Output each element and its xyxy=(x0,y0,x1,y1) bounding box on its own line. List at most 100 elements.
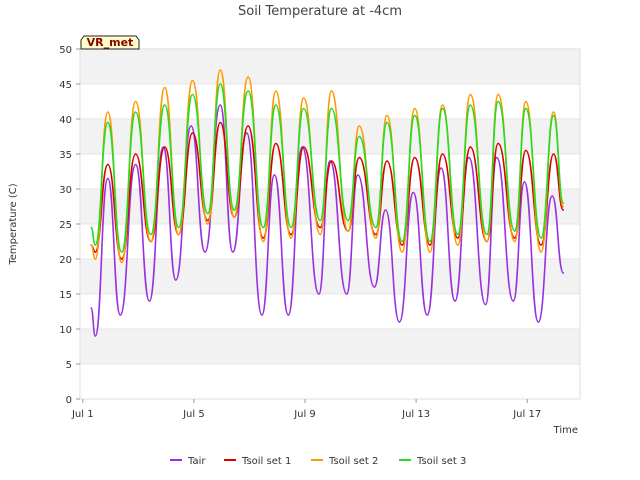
data-point xyxy=(330,160,333,162)
data-point xyxy=(356,174,359,176)
data-point xyxy=(177,226,180,229)
data-point xyxy=(94,251,97,253)
data-point xyxy=(302,97,305,99)
y-tick-label: 5 xyxy=(66,360,72,371)
data-point xyxy=(440,167,442,169)
y-axis-ticks: 0 5 10 15 20 25 30 35 40 45 50 xyxy=(59,45,80,406)
data-point xyxy=(562,209,565,211)
data-point xyxy=(247,76,249,78)
x-axis-label: Time xyxy=(553,425,578,436)
station-label: VR_met xyxy=(87,36,134,49)
data-point xyxy=(262,237,265,239)
data-point xyxy=(426,314,429,316)
data-point xyxy=(319,233,322,236)
data-point xyxy=(486,233,488,236)
data-point xyxy=(441,107,444,110)
data-point xyxy=(219,69,222,71)
legend-label: Tsoil set 3 xyxy=(416,456,466,467)
data-point xyxy=(540,244,542,246)
data-point xyxy=(525,149,527,152)
data-point xyxy=(261,314,263,316)
data-point xyxy=(150,233,152,236)
data-point xyxy=(413,156,416,159)
y-tick-label: 10 xyxy=(59,325,72,336)
data-point xyxy=(177,233,180,236)
x-axis-ticks: Jul 1 Jul 5 Jul 9 Jul 13 Jul 17 xyxy=(71,399,541,420)
data-point xyxy=(456,237,459,239)
data-point xyxy=(429,240,431,243)
data-point xyxy=(552,111,555,113)
data-point xyxy=(358,125,360,127)
data-point xyxy=(191,93,194,96)
legend: Tair Tsoil set 1 Tsoil set 2 Tsoil set 3 xyxy=(170,456,466,467)
data-point xyxy=(219,83,222,85)
data-point xyxy=(94,258,97,260)
data-point xyxy=(94,335,97,337)
y-tick-label: 50 xyxy=(59,45,72,56)
data-point xyxy=(119,314,122,316)
x-tick-label: Jul 17 xyxy=(512,409,541,420)
data-point xyxy=(219,104,222,106)
x-tick-label: Jul 5 xyxy=(182,409,205,420)
data-point xyxy=(484,303,487,306)
data-point xyxy=(148,300,151,302)
data-point xyxy=(537,321,540,323)
data-point xyxy=(318,293,320,295)
plot-band xyxy=(80,224,580,259)
data-point xyxy=(245,132,248,134)
data-point xyxy=(429,244,431,246)
data-point xyxy=(469,93,472,96)
data-point xyxy=(231,251,234,253)
data-point xyxy=(398,321,401,323)
y-axis-label: Temperature (C) xyxy=(8,183,19,265)
data-point xyxy=(562,205,565,208)
data-point xyxy=(175,279,177,281)
data-point xyxy=(330,107,333,110)
data-point xyxy=(163,146,166,148)
data-point xyxy=(273,174,276,176)
data-point xyxy=(525,107,527,110)
data-point xyxy=(247,90,249,92)
data-point xyxy=(163,86,166,89)
data-point xyxy=(386,160,388,162)
data-point xyxy=(120,258,123,260)
data-point xyxy=(497,142,499,145)
data-point xyxy=(106,177,109,180)
data-point xyxy=(469,146,472,148)
data-point xyxy=(552,114,555,117)
data-point xyxy=(275,142,277,145)
data-point xyxy=(134,153,137,155)
data-point xyxy=(206,212,209,215)
plot-band xyxy=(80,154,580,189)
data-point xyxy=(373,286,376,288)
data-point xyxy=(106,111,109,113)
data-point xyxy=(386,114,388,117)
data-point xyxy=(206,223,209,225)
data-point xyxy=(513,230,516,232)
data-point xyxy=(262,240,265,243)
data-point xyxy=(523,181,526,183)
data-point xyxy=(358,156,360,159)
data-point xyxy=(90,307,92,309)
data-point xyxy=(429,251,431,253)
data-point xyxy=(375,233,377,236)
data-point xyxy=(150,240,152,243)
data-point xyxy=(441,153,444,155)
y-tick-label: 25 xyxy=(59,220,72,231)
data-point xyxy=(134,111,137,113)
data-point xyxy=(347,219,349,222)
data-point xyxy=(262,226,265,229)
data-point xyxy=(412,191,415,194)
legend-label: Tsoil set 1 xyxy=(241,456,291,467)
data-point xyxy=(190,125,192,127)
legend-label: Tsoil set 2 xyxy=(328,456,378,467)
data-point xyxy=(290,226,292,229)
y-tick-label: 35 xyxy=(59,150,72,161)
plot-band xyxy=(80,329,580,364)
data-point xyxy=(302,107,305,110)
data-point xyxy=(290,233,292,236)
plot-band xyxy=(80,364,580,399)
data-point xyxy=(454,300,456,302)
plot-band xyxy=(80,259,580,294)
data-point xyxy=(330,90,333,92)
